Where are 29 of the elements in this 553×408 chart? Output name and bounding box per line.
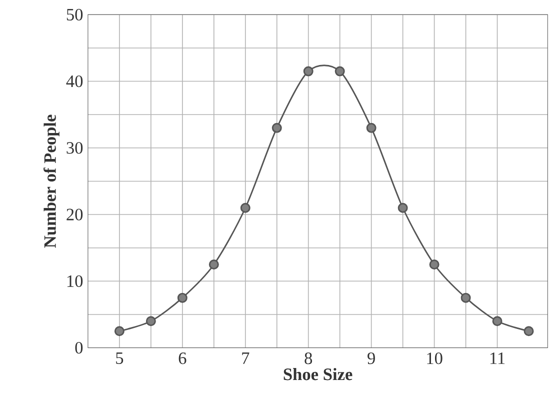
point (240, 203, 250, 213)
x-tick-label: 5 (116, 352, 124, 364)
point (114, 326, 124, 336)
point (303, 66, 314, 76)
y-tick-label: 30 (66, 142, 83, 154)
point (398, 203, 408, 213)
y-axis-title: Number of People (44, 114, 60, 248)
y-tick-label: 20 (66, 208, 83, 221)
x-tick-label: 9 (368, 352, 375, 364)
x-axis-title: Shoe Size (284, 368, 352, 380)
point (177, 292, 188, 303)
x-tick-label: 7 (242, 352, 250, 364)
point (366, 123, 376, 134)
y-tick-label: 10 (67, 275, 83, 288)
point (146, 316, 156, 326)
y-tick-label: 50 (66, 8, 83, 21)
y-tick-label: 40 (66, 76, 83, 88)
x-tick-label: 10 (427, 352, 442, 364)
point (492, 316, 502, 326)
y-tick-label: 0 (75, 342, 83, 354)
x-tick-label: 11 (490, 352, 505, 364)
point (208, 260, 219, 270)
point (272, 123, 282, 134)
point (460, 292, 471, 303)
point (429, 260, 440, 270)
x-tick-label: 6 (178, 352, 186, 364)
point (524, 326, 534, 336)
x-tick-label: 8 (304, 352, 312, 364)
point (334, 66, 345, 76)
